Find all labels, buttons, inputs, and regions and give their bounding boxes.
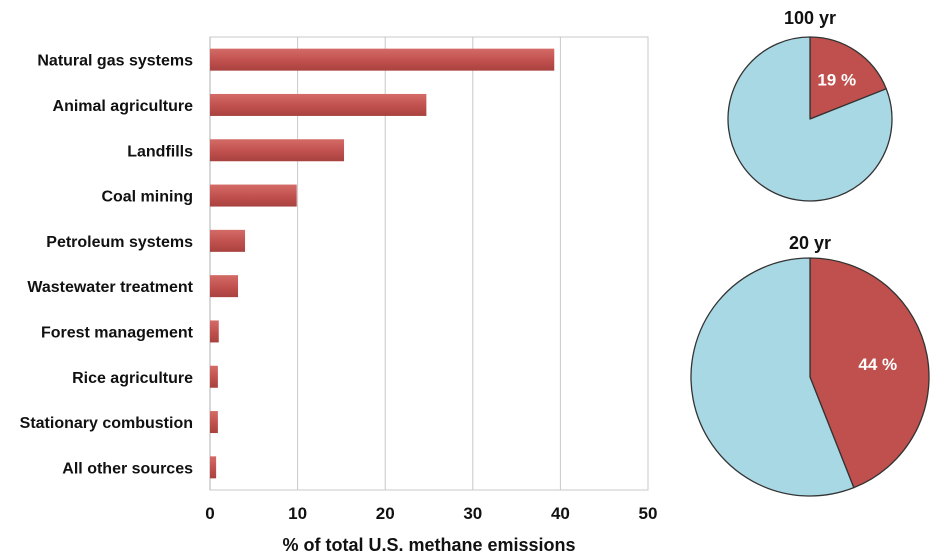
bar [210, 139, 345, 162]
bar [210, 365, 218, 388]
x-tick-label: 20 [376, 504, 395, 523]
category-label: All other sources [62, 460, 193, 477]
category-label: Animal agriculture [53, 98, 194, 115]
bar [210, 275, 239, 298]
bar [210, 229, 246, 252]
category-label: Coal mining [101, 189, 193, 206]
bar [210, 320, 219, 343]
bar [210, 456, 217, 479]
bar-chart: Natural gas systems Animal agriculture Lan… [20, 36, 657, 555]
pie-slice [809, 36, 887, 120]
x-tick-label: 0 [205, 504, 214, 523]
bar [210, 93, 427, 116]
pie-title-20yr: 20 yr [789, 233, 831, 253]
pie-chart-20yr: 20 yr 44 % [690, 233, 930, 497]
pie-slice-label: 19 % [817, 71, 856, 90]
pie-slice [727, 36, 893, 202]
category-label: Landfills [127, 143, 193, 160]
pie-slice [690, 257, 855, 497]
plot-frame [209, 36, 649, 491]
pie-chart-100yr: 100 yr 19 % [727, 8, 893, 202]
bar [210, 184, 297, 207]
category-label: Stationary combustion [20, 415, 193, 432]
category-labels: Natural gas systems Animal agriculture Lan… [20, 53, 194, 478]
x-tick-labels: 0 10 20 30 40 50 [205, 504, 657, 523]
bar [210, 48, 555, 71]
category-label: Petroleum systems [46, 234, 193, 251]
x-tick-label: 10 [288, 504, 307, 523]
pie-slice [809, 257, 930, 489]
category-label: Rice agriculture [72, 370, 193, 387]
x-tick-label: 30 [463, 504, 482, 523]
x-tick-label: 40 [551, 504, 570, 523]
pie-slice-label: 44 % [858, 355, 897, 374]
x-axis-title: % of total U.S. methane emissions [282, 535, 575, 555]
x-tick-label: 50 [639, 504, 658, 523]
category-label: Forest management [41, 324, 194, 341]
bar [210, 411, 218, 434]
bars [210, 48, 555, 479]
category-label: Natural gas systems [37, 53, 193, 70]
category-label: Wastewater treatment [27, 279, 193, 296]
pie-title-100yr: 100 yr [784, 8, 836, 28]
